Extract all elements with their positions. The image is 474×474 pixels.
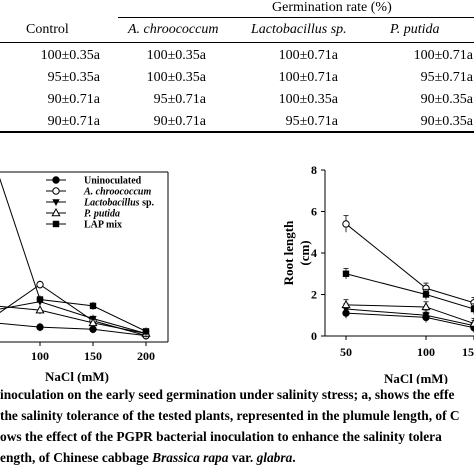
x-tick-label: 150 <box>84 349 102 363</box>
data-point <box>88 317 98 327</box>
table-cell: 95±0.71a <box>420 70 473 85</box>
germination-table: Germination rate (%) Control A. chroococ… <box>0 0 474 150</box>
x-tick-label: 100 <box>31 349 49 363</box>
x-tick-label: 50 <box>340 345 352 359</box>
caption-line: inoculation on the early seed germinatio… <box>0 387 455 402</box>
table-column-rule <box>0 42 474 43</box>
table-cell: 95±0.71a <box>153 92 206 107</box>
data-point <box>469 318 474 327</box>
data-point <box>36 323 44 331</box>
x-axis-title: NaCl (mM) <box>384 371 448 384</box>
table-cell: 100±0.35a <box>40 48 100 63</box>
column-header-lactobacillus: Lactobacillus sp. <box>251 22 347 37</box>
legend-entry: P. putida <box>84 209 120 220</box>
table-cell: 100±0.71a <box>278 70 338 85</box>
series-line <box>0 322 147 337</box>
caption-text: ength, of Chinese cabbage <box>0 450 153 465</box>
legend-entry-suffix: sp. <box>142 198 154 209</box>
caption-text: . <box>292 450 296 465</box>
x-tick-label: 100 <box>417 345 435 359</box>
caption-variety: glabra <box>256 450 293 465</box>
table-cell: 100±0.35a <box>146 48 206 63</box>
data-point <box>422 312 430 320</box>
data-point <box>36 280 44 289</box>
data-point <box>36 296 44 303</box>
table-cell: 100±0.71a <box>413 48 473 63</box>
data-point <box>342 220 350 228</box>
series-line <box>345 312 474 329</box>
legend-entry-genus: Lactobacillus <box>83 198 142 209</box>
data-point <box>422 291 430 298</box>
plot-area <box>341 215 474 333</box>
x-tick-label: 200 <box>137 349 155 363</box>
legend-marker <box>52 187 60 195</box>
y-axis-title-line: Root length <box>281 220 296 285</box>
data-point <box>341 299 351 309</box>
series-line <box>0 305 147 334</box>
caption-line: ows the effect of the PGPR bacterial ino… <box>0 429 442 444</box>
y-tick-label: 2 <box>311 288 317 302</box>
table-cell: 100±0.35a <box>278 92 338 107</box>
column-header-p-putida: P. putida <box>390 22 440 37</box>
legend-marker <box>52 220 60 228</box>
table-cell: 100±0.35a <box>146 70 206 85</box>
legend-entry: Lactobacillus sp. <box>83 198 155 209</box>
legend-marker <box>52 176 60 184</box>
series-line <box>0 301 147 334</box>
legend-entry: A. chroococcum <box>83 187 151 198</box>
table-cell: 95±0.71a <box>285 114 338 129</box>
figure-caption: inoculation on the early seed germinatio… <box>0 384 474 474</box>
series-line <box>345 273 474 310</box>
data-point <box>342 270 350 277</box>
series-line <box>0 177 147 332</box>
legend-marker <box>52 199 60 206</box>
data-point <box>89 302 97 310</box>
plot-area <box>0 177 151 340</box>
x-tick-label: 15 <box>462 345 474 359</box>
data-point <box>89 325 97 333</box>
y-tick-label: 0 <box>311 329 317 343</box>
table-cell: 95±0.35a <box>47 70 100 85</box>
y-tick-label: 8 <box>311 163 317 177</box>
caption-text: var. <box>228 450 257 465</box>
data-point <box>470 305 474 313</box>
table-cell: 90±0.71a <box>47 114 100 129</box>
plot-frame <box>0 171 169 343</box>
legend-entry: Uninoculated <box>84 176 142 187</box>
caption-line: the salinity tolerance of the tested pla… <box>0 408 460 423</box>
series-line <box>345 223 474 304</box>
column-header-control: Control <box>26 22 69 37</box>
root-length-chart: 0 2 4 6 8 50 100 15 Root length(cm) NaCl (mM) <box>281 163 474 384</box>
caption-species: Brassica rapa <box>152 450 229 465</box>
table-group-header: Germination rate (%) <box>272 0 392 15</box>
caption-line: ength, of Chinese cabbage Brassica rapa … <box>0 447 474 468</box>
y-axis-title-line: (cm) <box>297 240 312 265</box>
table-cell: 100±0.71a <box>278 48 338 63</box>
table-bottom-rule <box>0 131 474 133</box>
column-header-a-chroococcum: A. chroococcum <box>128 22 219 37</box>
table-cell: 90±0.71a <box>47 92 100 107</box>
x-axis-title: NaCl (mM) <box>45 369 109 384</box>
table-cell: 90±0.35a <box>420 114 473 129</box>
table-cell: 90±0.35a <box>420 92 473 107</box>
table-cell: 90±0.71a <box>153 114 206 129</box>
y-axis-title: Root length(cm) <box>281 220 312 285</box>
data-point <box>142 328 150 335</box>
y-tick-label: 4 <box>311 246 317 260</box>
data-point <box>421 301 431 311</box>
legend-marker <box>51 207 61 217</box>
legend-entry: LAP mix <box>84 220 122 231</box>
y-tick-label: 6 <box>311 205 317 219</box>
data-point <box>35 305 45 314</box>
table-header-rule <box>118 17 474 18</box>
